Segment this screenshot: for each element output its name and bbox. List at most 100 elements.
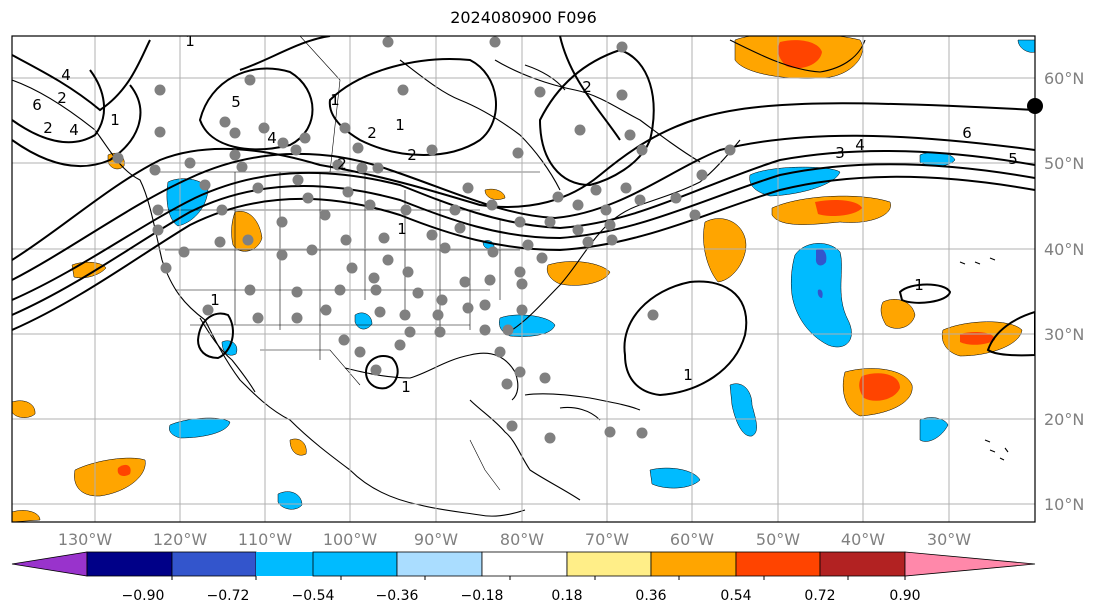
colorbar-tick-labels: −0.90 −0.72 −0.54 −0.36 −0.18 0.18 0.36 …: [122, 588, 921, 604]
map-label: −0.36: [376, 588, 419, 604]
station-dot: [276, 216, 288, 228]
map-label: −0.72: [207, 588, 250, 604]
station-dot: [202, 304, 214, 316]
map-label: 2: [407, 146, 417, 164]
station-dot: [620, 182, 632, 194]
map-label: 5: [231, 93, 241, 111]
station-dot: [370, 364, 382, 376]
station-dot: [506, 420, 518, 432]
station-dot: [370, 284, 382, 296]
station-dot: [552, 191, 564, 203]
colorbar-max-triangle: [904, 551, 1036, 577]
station-dot: [514, 366, 526, 378]
map-shape: [898, 283, 952, 304]
station-dot: [647, 309, 659, 321]
coastlines: [12, 39, 1009, 517]
map-shape: [12, 134, 1035, 281]
station-dot: [514, 266, 526, 278]
station-dot: [372, 162, 384, 174]
map-label: 0.72: [804, 588, 835, 604]
station-dot: [634, 194, 646, 206]
map-shape: [344, 352, 519, 401]
map-shape: [196, 312, 234, 360]
station-dot: [299, 132, 311, 144]
station-dot: [539, 372, 551, 384]
map-shape: [817, 289, 823, 298]
station-dot: [342, 186, 354, 198]
station-dot: [516, 304, 528, 316]
map-label: 6: [32, 96, 42, 114]
station-dot: [486, 199, 498, 211]
map-shape: [12, 69, 106, 144]
station-dot: [352, 142, 364, 154]
map-shape: [1017, 39, 1035, 53]
station-dot: [149, 164, 161, 176]
colorbar: [11, 551, 1036, 577]
station-dot: [378, 232, 390, 244]
station-dot: [242, 234, 254, 246]
station-dot: [340, 234, 352, 246]
map-label: 80°W: [500, 530, 544, 549]
contour-labels: 1 4 6 4 2 2 1 5 4 1 2 1 2 1 6 4 3 5 1 1 …: [32, 36, 1018, 396]
map-label: 4: [267, 129, 277, 147]
map-label: 4: [855, 136, 865, 154]
station-dot: [696, 169, 708, 181]
map-shape: [859, 373, 900, 401]
colorbar-segment: [481, 551, 568, 577]
station-dot: [412, 287, 424, 299]
station-dot: [454, 222, 466, 234]
colorbar-ticks: [171, 576, 906, 580]
map-label: 0.54: [720, 588, 751, 604]
station-dot: [332, 159, 344, 171]
map-label: 90°W: [414, 530, 458, 549]
map-shape: [12, 84, 142, 168]
station-dot: [236, 161, 248, 173]
station-dot: [399, 309, 411, 321]
station-dot: [426, 229, 438, 241]
station-dot: [152, 224, 164, 236]
map-label: 50°N: [1044, 154, 1084, 173]
map-shape: [815, 200, 862, 216]
colorbar-segment: [171, 551, 257, 577]
map-shape: [960, 332, 995, 345]
map-label: 1: [401, 378, 411, 396]
station-dot: [636, 144, 648, 156]
map-label: −0.18: [461, 588, 504, 604]
map-shape: [623, 280, 748, 397]
map-label: 2: [582, 78, 592, 96]
map-shape: [117, 464, 131, 476]
station-dot: [400, 204, 412, 216]
latitude-labels: 60°N 50°N 40°N 30°N 20°N 10°N: [1044, 69, 1084, 514]
station-dot: [160, 262, 172, 274]
map-shape: [880, 299, 916, 329]
map-shape: [984, 439, 1009, 461]
station-dot: [670, 192, 682, 204]
station-dot: [184, 157, 196, 169]
map-label: 40°W: [841, 530, 885, 549]
colorbar-segment: [86, 551, 173, 577]
map-shape: [538, 48, 655, 187]
map-shape: [469, 399, 581, 501]
map-label: 4: [61, 66, 71, 84]
map-label: 6: [962, 124, 972, 142]
colorbar-segment: [650, 551, 737, 577]
map-shape: [546, 261, 611, 286]
station-dot: [724, 144, 736, 156]
station-dot: [479, 324, 491, 336]
map-label: 30°N: [1044, 325, 1084, 344]
station-dot: [462, 182, 474, 194]
station-dot: [219, 116, 231, 128]
station-dot: [276, 249, 288, 261]
map-shape: [169, 417, 231, 439]
map-shape: [919, 417, 949, 442]
map-label: 0.18: [551, 588, 582, 604]
station-dot: [432, 309, 444, 321]
station-dot: [616, 89, 628, 101]
station-dot: [590, 184, 602, 196]
station-dot: [436, 294, 448, 306]
map-label: 1: [914, 276, 924, 294]
map-shape: [469, 439, 501, 491]
station-dot: [339, 122, 351, 134]
station-dot: [624, 129, 636, 141]
